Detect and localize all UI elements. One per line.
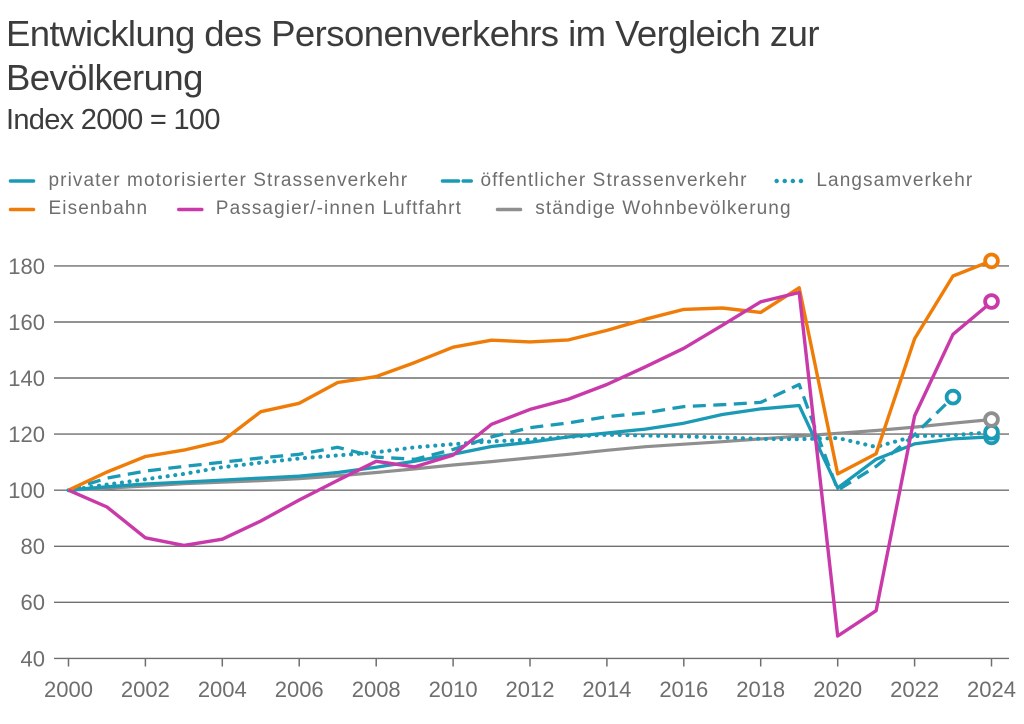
svg-text:2024: 2024 [967,677,1016,702]
svg-text:2000: 2000 [44,677,93,702]
svg-text:2004: 2004 [198,677,247,702]
svg-text:180: 180 [8,254,45,279]
svg-text:80: 80 [21,534,45,559]
svg-text:140: 140 [8,366,45,391]
svg-text:2008: 2008 [352,677,401,702]
svg-text:2014: 2014 [582,677,631,702]
svg-text:40: 40 [21,646,45,671]
svg-text:2010: 2010 [429,677,478,702]
svg-text:2002: 2002 [121,677,170,702]
svg-text:60: 60 [21,590,45,615]
svg-text:2020: 2020 [813,677,862,702]
svg-text:120: 120 [8,422,45,447]
svg-text:2018: 2018 [736,677,785,702]
svg-text:2022: 2022 [890,677,939,702]
svg-text:2012: 2012 [506,677,555,702]
svg-text:160: 160 [8,310,45,335]
svg-text:2016: 2016 [659,677,708,702]
svg-text:100: 100 [8,478,45,503]
svg-text:2006: 2006 [275,677,324,702]
